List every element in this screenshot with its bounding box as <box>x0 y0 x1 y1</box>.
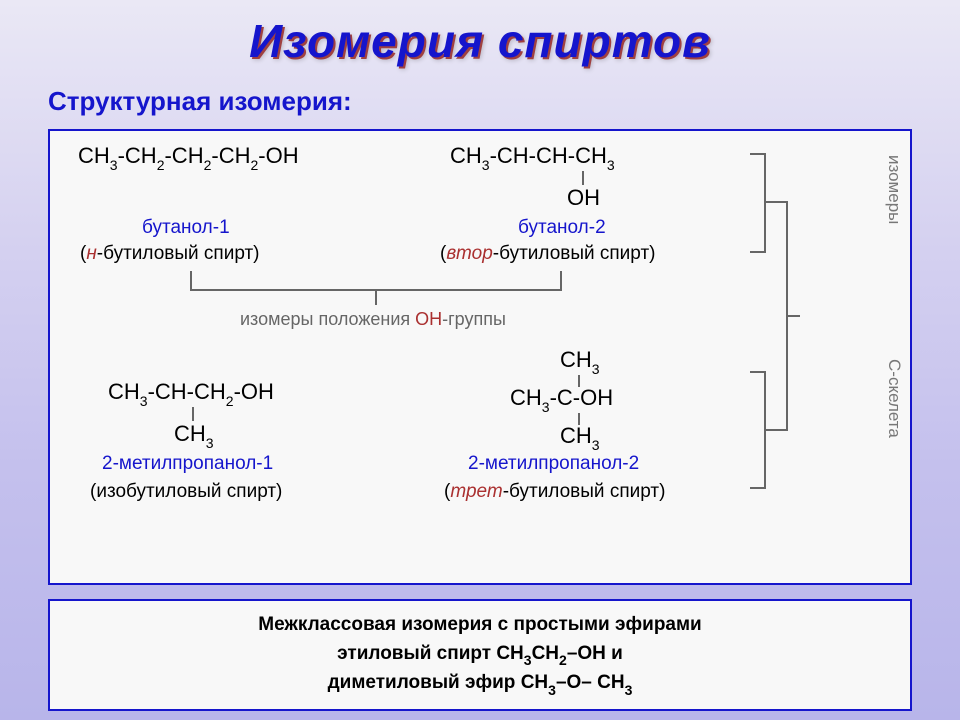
c3-name: 2-метилпропанол-1 <box>102 453 273 475</box>
interclass-box: Межклассовая изомерия с простыми эфирами… <box>48 599 912 711</box>
c4-formula-l1: CH3 <box>560 347 600 375</box>
isomer-diagram-box: CH3-CH2-CH2-CH2-OH бутанол-1 (н-бутиловы… <box>48 129 912 585</box>
side-brace-t2 <box>750 371 764 373</box>
c3-common: (изобутиловый спирт) <box>90 481 282 503</box>
side-brace-tip <box>788 315 800 317</box>
c4-formula-l3: CH3 <box>560 423 600 451</box>
center-label: изомеры положения OH-группы <box>240 309 506 330</box>
c4-common: (трет-бутиловый спирт) <box>444 481 665 503</box>
side-brace-h1 <box>766 201 786 203</box>
side-label-top: изомеры <box>884 155 904 224</box>
c1-name: бутанол-1 <box>142 217 230 239</box>
c3-formula-top: CH3-CH-CH2-OH <box>108 379 274 407</box>
bracket-right-v <box>560 271 562 289</box>
c3-formula-bot: CH3 <box>174 421 214 449</box>
page-title: Изомерия спиртов <box>0 0 960 68</box>
side-brace-t1 <box>750 153 764 155</box>
side-brace-h2 <box>766 429 786 431</box>
bottom-line-2: этиловый спирт CH3CH2–OH и <box>70 640 890 670</box>
c1-common: (н-бутиловый спирт) <box>80 243 260 265</box>
bracket-left-v <box>190 271 192 289</box>
c2-formula-bot: OH <box>567 185 600 211</box>
c4-name: 2-метилпропанол-2 <box>468 453 639 475</box>
c3-bond <box>192 407 194 421</box>
subtitle: Структурная изомерия: <box>48 86 960 117</box>
bottom-line-3: диметиловый эфир CH3–O– CH3 <box>70 669 890 699</box>
side-label-bot: С-скелета <box>884 359 904 438</box>
side-brace-v1 <box>764 153 766 253</box>
c1-formula: CH3-CH2-CH2-CH2-OH <box>78 143 299 171</box>
bottom-line-1: Межклассовая изомерия с простыми эфирами <box>70 611 890 640</box>
bracket-center-v <box>375 291 377 305</box>
c2-bond <box>582 171 584 185</box>
c2-name: бутанол-2 <box>518 217 606 239</box>
side-brace-b1 <box>750 251 764 253</box>
c2-common: (втор-бутиловый спирт) <box>440 243 655 265</box>
side-brace-b2 <box>750 487 764 489</box>
c4-formula-l2: CH3-C-OH <box>510 385 613 413</box>
c2-formula-top: CH3-CH-CH-CH3 <box>450 143 615 171</box>
